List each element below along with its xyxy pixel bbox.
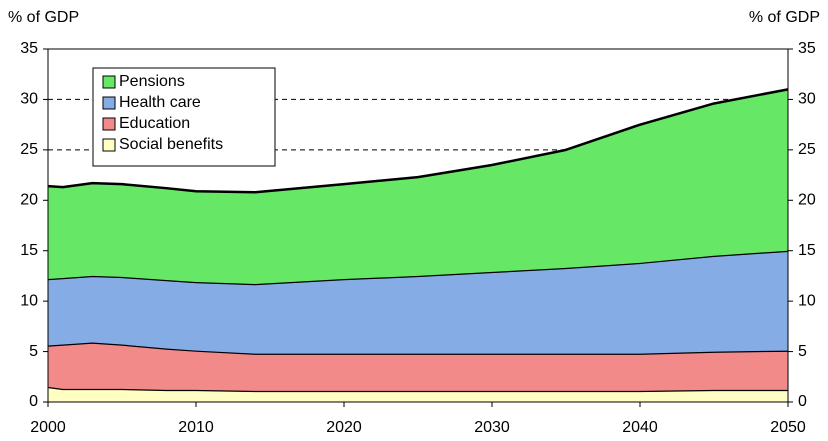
x-tick-label: 2050 [770, 419, 806, 436]
y2-axis-label: % of GDP [749, 9, 820, 26]
y-tick-label: 30 [20, 91, 38, 108]
plot-frame [47, 48, 789, 403]
y2-tick-label: 0 [798, 393, 807, 410]
legend-label: Education [119, 115, 190, 132]
x-tick-label: 2030 [474, 419, 510, 436]
y-tick-label: 15 [20, 242, 38, 259]
y-tick-label: 35 [20, 40, 38, 57]
legend-label: Pensions [119, 73, 185, 90]
legend-label: Health care [119, 94, 201, 111]
x-tick-label: 2010 [178, 419, 214, 436]
legend-label: Social benefits [119, 136, 223, 153]
legend-swatch [102, 138, 116, 152]
y2-tick-label: 10 [798, 292, 816, 309]
legend-swatch [102, 96, 116, 110]
area-edge [47, 88, 789, 194]
area [48, 250, 788, 354]
legend-swatch [102, 75, 116, 89]
x-tick-label: 2020 [326, 419, 362, 436]
y2-tick-label: 35 [798, 40, 816, 57]
y-tick-label: 5 [29, 343, 38, 360]
y2-tick-label: 20 [798, 192, 816, 209]
legend-swatch [102, 117, 116, 131]
y-tick-label: 0 [29, 393, 38, 410]
y2-tick-label: 25 [798, 141, 816, 158]
area-edge [47, 385, 788, 393]
y-tick-label: 10 [20, 292, 38, 309]
legend-box [92, 67, 276, 167]
y-tick-label: 20 [20, 192, 38, 209]
y-tick-label: 25 [20, 141, 38, 158]
y-axis-label: % of GDP [8, 9, 79, 26]
x-tick-label: 2000 [30, 419, 66, 436]
y2-tick-label: 30 [798, 91, 816, 108]
y2-tick-label: 5 [798, 343, 807, 360]
x-tick-label: 2040 [622, 419, 658, 436]
y2-tick-label: 15 [798, 242, 816, 259]
